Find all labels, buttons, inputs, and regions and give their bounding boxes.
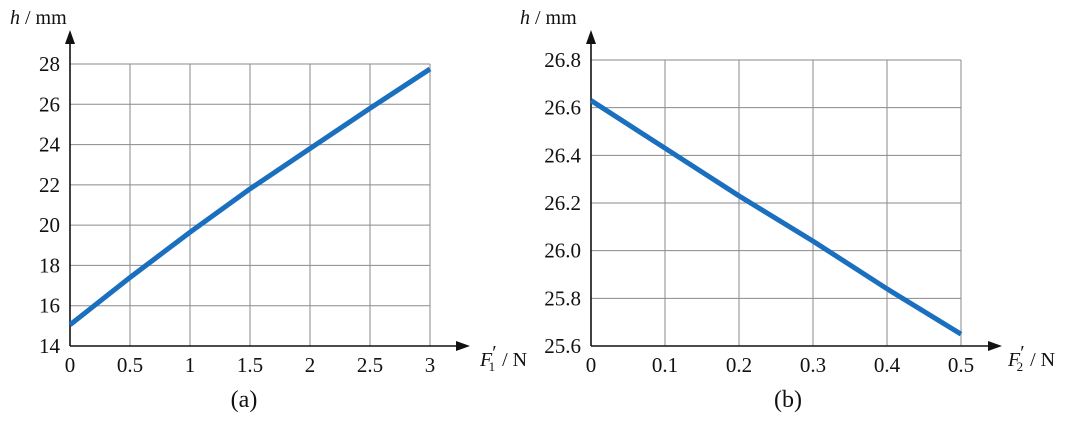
x-tick-label: 0.5 [948, 353, 974, 377]
y-axis-arrow [586, 30, 596, 44]
x-axis-label: F′ 1 / N [479, 342, 527, 374]
y-tick-label: 26.4 [544, 143, 581, 167]
y-axis-arrow [65, 30, 75, 44]
y-tick-label: 26 [39, 92, 60, 116]
y-tick-label: 28 [39, 52, 60, 76]
series-line [589, 98, 963, 337]
y-tick-label: 18 [39, 253, 60, 277]
series-line [68, 66, 432, 327]
x-axis-label: F′ 2 / N [1007, 342, 1055, 374]
y-axis-label: h / mm [520, 7, 577, 29]
y-tick-label: 25.6 [544, 334, 581, 358]
y-tick-label: 25.8 [544, 286, 581, 310]
y-tick-label: 16 [39, 294, 60, 318]
x-tick-label: 1 [185, 353, 196, 377]
x-axis-arrow [456, 341, 470, 351]
x-tick-label: 1.5 [237, 353, 263, 377]
panel-caption: (a) [231, 387, 258, 413]
x-tick-label: 0.2 [726, 353, 752, 377]
x-tick-label: 0.3 [800, 353, 826, 377]
panel-a: 0 0.5 1 1.5 2 2.5 3 14 16 18 20 22 24 26 28 h / mm F′ 1 /… [10, 7, 527, 413]
x-tick-label: 3 [425, 353, 436, 377]
x-tick-label: 2 [305, 353, 316, 377]
y-tick-label: 14 [39, 334, 61, 358]
x-tick-label: 0.4 [874, 353, 901, 377]
y-tick-label: 24 [39, 133, 61, 157]
panel-caption: (b) [774, 387, 802, 413]
x-axis-arrow [988, 341, 1002, 351]
y-tick-label: 26.8 [544, 48, 581, 72]
y-tick-label: 26.2 [544, 191, 581, 215]
y-tick-label: 26.6 [544, 96, 581, 120]
y-tick-label: 20 [39, 213, 60, 237]
x-tick-label: 0.1 [652, 353, 678, 377]
x-tick-label: 0 [65, 353, 76, 377]
x-tick-label: 0.5 [117, 353, 143, 377]
x-tick-label: 2.5 [357, 353, 383, 377]
y-tick-label: 22 [39, 173, 60, 197]
x-tick-label: 0 [586, 353, 597, 377]
y-axis-label: h / mm [10, 7, 67, 29]
panel-b: 0 0.1 0.2 0.3 0.4 0.5 25.6 25.8 26.0 26.2 26.4 26.6… [520, 7, 1055, 413]
y-tick-label: 26.0 [544, 239, 581, 263]
